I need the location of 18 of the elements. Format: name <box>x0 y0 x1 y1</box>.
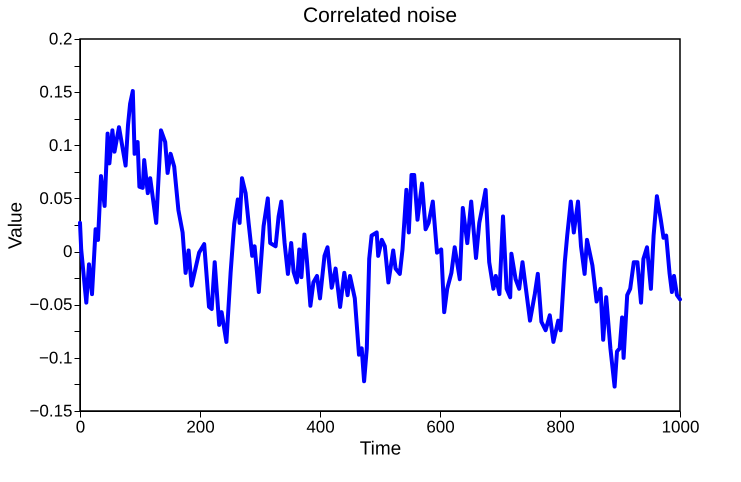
line-series <box>78 89 682 389</box>
y-tick-label: −0.15 <box>29 402 72 420</box>
y-tick-label: 0.2 <box>48 30 72 48</box>
x-tick-label: 800 <box>546 418 575 436</box>
x-tick-label: 400 <box>306 418 335 436</box>
y-tick-label: 0.05 <box>39 188 72 208</box>
chart-title: Correlated noise <box>302 4 458 27</box>
y-axis-title: Value <box>5 202 26 250</box>
y-tick-label: −0.1 <box>38 348 72 368</box>
x-tick-label: 600 <box>426 418 455 436</box>
x-tick-label: 0 <box>76 418 86 436</box>
y-tick-label: 0.15 <box>39 82 72 102</box>
y-tick-label: 0 <box>63 242 72 262</box>
x-axis-title: Time <box>360 438 402 460</box>
x-tick-label: 1000 <box>662 418 700 436</box>
y-tick-label: 0.1 <box>48 136 72 155</box>
x-tick-label: 200 <box>186 418 215 436</box>
y-tick-label: −0.05 <box>29 295 72 314</box>
